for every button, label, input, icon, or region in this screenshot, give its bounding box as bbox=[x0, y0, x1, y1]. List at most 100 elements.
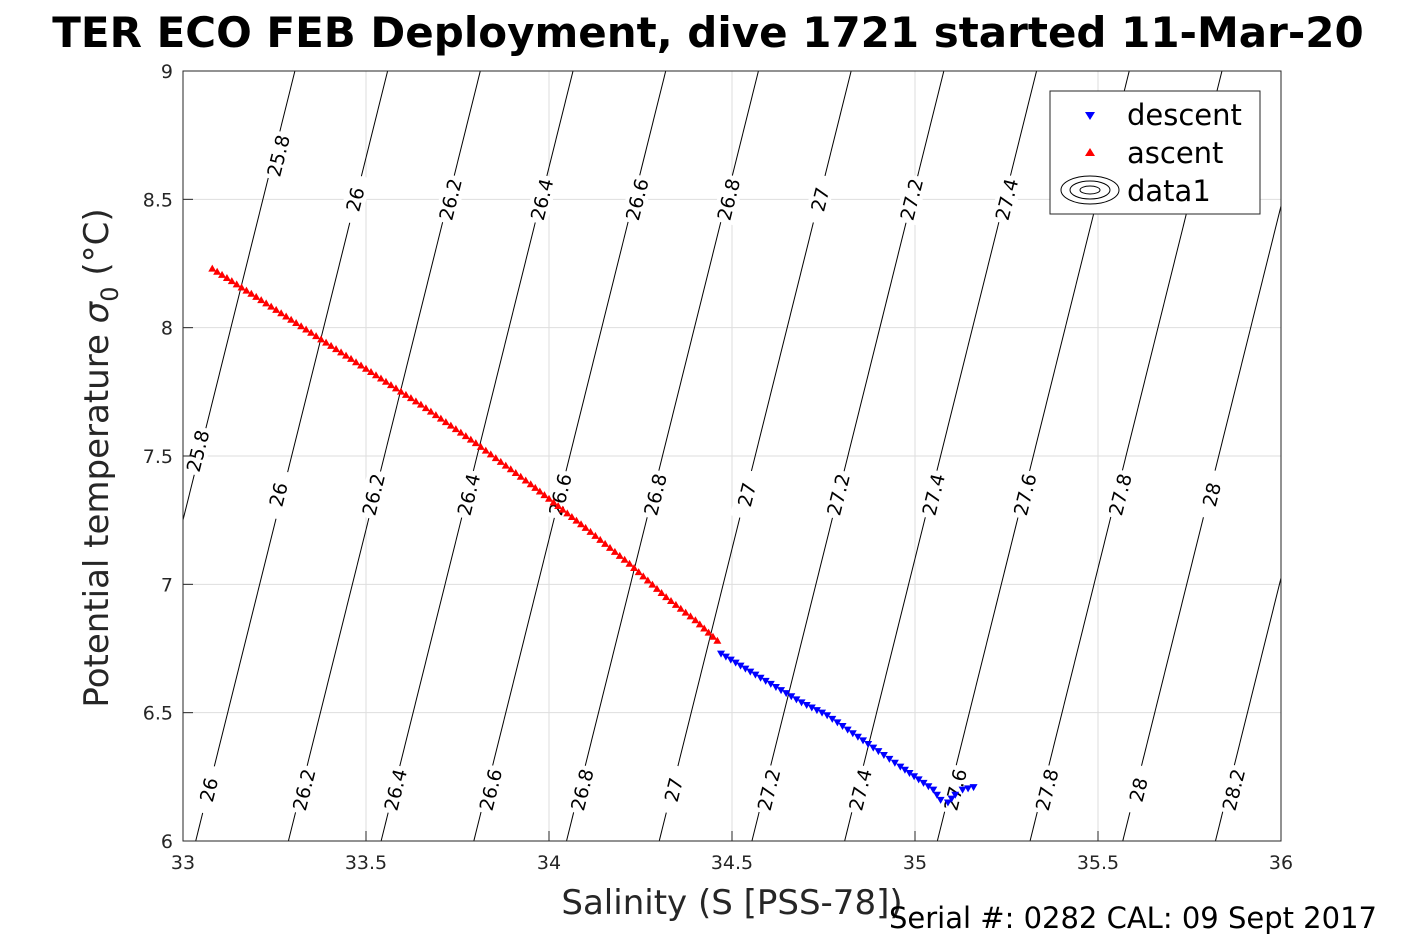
contour-label-gap-31 bbox=[1121, 763, 1155, 816]
ascent-marker bbox=[506, 465, 515, 473]
ascent-marker bbox=[366, 368, 375, 375]
contour-label-gap-21 bbox=[192, 763, 226, 816]
ascent-marker bbox=[639, 572, 648, 580]
ascent-marker bbox=[563, 509, 572, 517]
descent-marker bbox=[792, 696, 801, 704]
legend-ascent-marker bbox=[1085, 148, 1095, 156]
ascent-marker bbox=[586, 527, 595, 535]
ascent-marker bbox=[549, 498, 558, 506]
ascent-marker bbox=[292, 319, 301, 326]
ascent-marker bbox=[218, 270, 227, 278]
contour-label-23: 26.4 bbox=[380, 767, 412, 813]
ascent-marker bbox=[362, 364, 370, 372]
contour-label-gap-23 bbox=[378, 763, 412, 816]
ascent-marker bbox=[496, 457, 505, 465]
contour-label-17: 27.4 bbox=[918, 472, 950, 518]
descent-marker bbox=[838, 723, 847, 731]
contour-label-gap-16 bbox=[821, 468, 855, 521]
ascent-marker bbox=[307, 328, 316, 336]
ascent-marker bbox=[643, 576, 652, 584]
contour-label-gap-14 bbox=[638, 468, 672, 521]
contour-label-31: 28 bbox=[1126, 776, 1153, 805]
ascent-marker bbox=[247, 289, 256, 297]
descent-marker bbox=[731, 659, 740, 667]
ascent-marker bbox=[262, 299, 271, 307]
ascent-marker bbox=[581, 523, 590, 531]
y-axis-ticks: 6 6.5 7 7.5 8 8.5 9 bbox=[143, 61, 193, 853]
ascent-marker bbox=[652, 584, 661, 592]
ascent-marker bbox=[426, 407, 435, 415]
descent-marker bbox=[905, 769, 914, 777]
descent-marker bbox=[943, 799, 952, 807]
y-tick-label-5: 8.5 bbox=[143, 189, 173, 211]
ascent-marker bbox=[708, 632, 717, 640]
y-tick-label-0: 6 bbox=[161, 831, 173, 853]
contour-label-3: 26.4 bbox=[527, 176, 559, 222]
ascent-marker bbox=[342, 351, 351, 359]
descent-marker bbox=[756, 674, 765, 682]
descent-marker bbox=[797, 699, 806, 707]
density-contour-labels: 25.8 26 26.2 26.4 26.6 26.8 27 27.2 27.4 25.8 26 26… bbox=[181, 129, 1250, 816]
descent-marker bbox=[885, 755, 894, 763]
descent-marker bbox=[812, 707, 821, 715]
x-tick-label-2: 34 bbox=[537, 852, 561, 874]
y-axis-label-main: Potential temperature bbox=[77, 323, 117, 707]
y-tick-label-3: 7.5 bbox=[143, 446, 173, 468]
contour-label-gap-11 bbox=[356, 468, 390, 521]
ascent-marker bbox=[242, 286, 251, 294]
x-tick-label-4: 35 bbox=[903, 852, 927, 874]
ascent-marker bbox=[436, 414, 445, 422]
x-axis-ticks: 33 33.5 34 34.5 35 35.5 36 bbox=[171, 831, 1293, 874]
descent-marker bbox=[802, 701, 811, 709]
x-tick-label-0: 33 bbox=[171, 852, 195, 874]
contour-label-4: 26.6 bbox=[622, 176, 654, 222]
ascent-marker bbox=[213, 267, 222, 275]
ascent-marker bbox=[287, 315, 296, 323]
y-axis-label-subscript: 0 bbox=[96, 286, 124, 301]
descent-marker bbox=[848, 730, 857, 738]
ascent-marker bbox=[501, 461, 510, 469]
contour-label-11: 26.2 bbox=[358, 472, 390, 518]
ascent-marker bbox=[676, 604, 685, 612]
ascent-marker bbox=[376, 374, 385, 382]
ascent-marker bbox=[648, 580, 657, 588]
contour-label-gap-2 bbox=[433, 173, 467, 226]
descent-marker bbox=[964, 785, 973, 793]
ascent-marker bbox=[297, 322, 306, 330]
legend: descent ascent data1 bbox=[1049, 90, 1261, 215]
contour-label-8: 27.4 bbox=[992, 176, 1024, 222]
contour-label-gap-7 bbox=[894, 173, 928, 226]
ascent-marker bbox=[695, 620, 704, 628]
series-descent bbox=[717, 650, 978, 807]
ascent-marker bbox=[681, 608, 690, 616]
ascent-marker bbox=[700, 624, 709, 632]
descent-marker bbox=[717, 650, 726, 658]
ascent-marker bbox=[704, 628, 713, 636]
ascent-marker bbox=[662, 593, 671, 601]
ascent-marker bbox=[257, 296, 266, 304]
ascent-marker bbox=[610, 547, 619, 555]
ascent-marker bbox=[526, 480, 535, 488]
descent-marker bbox=[929, 786, 938, 794]
contour-label-7: 27.2 bbox=[897, 176, 929, 222]
ascent-marker bbox=[222, 274, 231, 282]
descent-marker bbox=[843, 726, 852, 734]
ascent-marker bbox=[476, 442, 485, 450]
descent-marker bbox=[890, 759, 899, 767]
descent-marker bbox=[782, 690, 791, 698]
x-tick-label-3: 34.5 bbox=[711, 852, 753, 874]
ascent-marker bbox=[657, 588, 666, 596]
ascent-marker bbox=[381, 377, 390, 385]
descent-marker bbox=[777, 687, 786, 695]
ascent-marker bbox=[327, 341, 336, 349]
legend-ascent-label: ascent bbox=[1127, 136, 1223, 170]
ascent-marker bbox=[481, 446, 490, 454]
ascent-marker bbox=[554, 502, 563, 510]
ascent-marker bbox=[317, 335, 326, 343]
ascent-marker bbox=[567, 512, 576, 520]
contour-label-10: 26 bbox=[266, 480, 293, 509]
contour-label-21: 26 bbox=[196, 776, 223, 805]
contour-label-gap-17 bbox=[916, 468, 950, 521]
descent-marker bbox=[818, 709, 827, 717]
descent-marker bbox=[833, 719, 842, 727]
